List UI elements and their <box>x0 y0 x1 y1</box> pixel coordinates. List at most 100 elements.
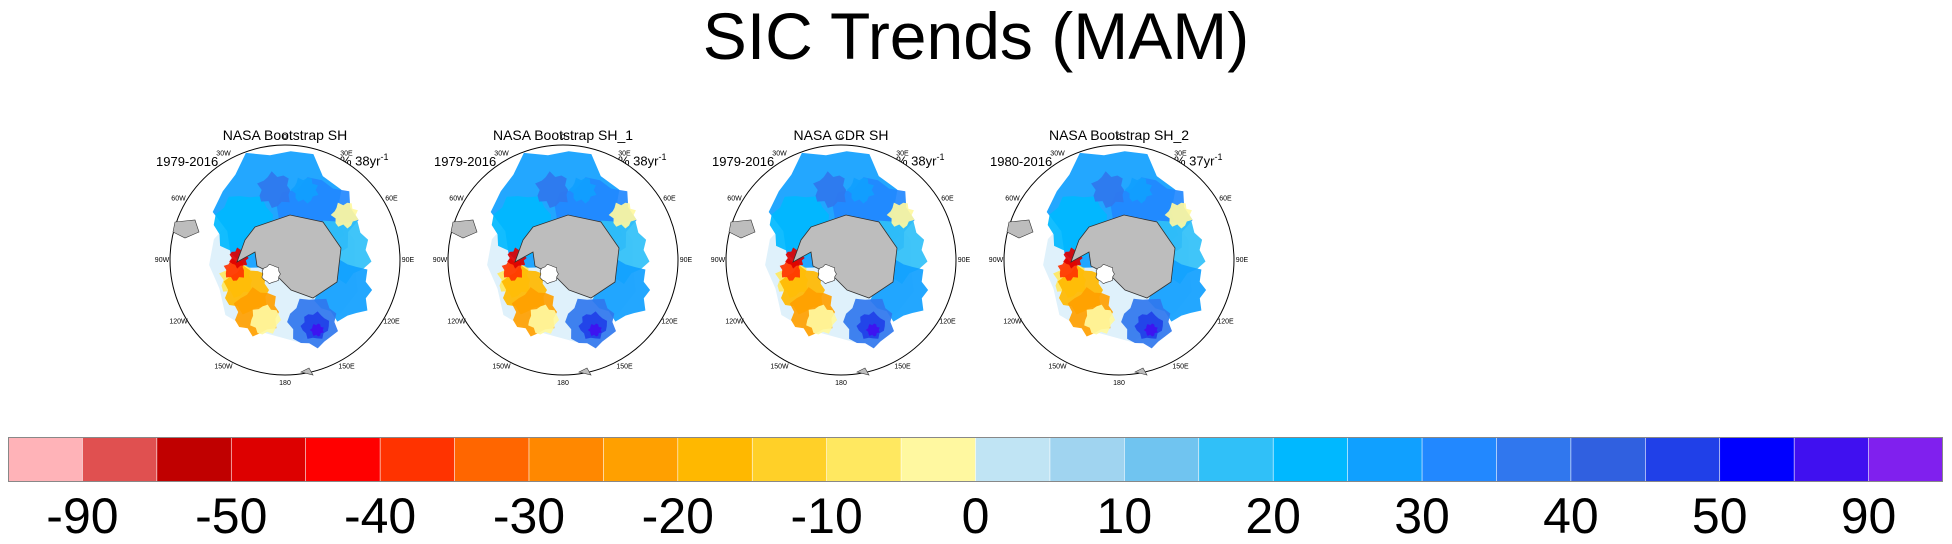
longitude-label: 150E <box>894 364 911 371</box>
trend-patch <box>1164 202 1193 229</box>
colorbar-segment <box>528 437 605 482</box>
ice-shelf <box>261 263 281 285</box>
colorbar-tick-label: 90 <box>1840 488 1897 544</box>
colorbar-tick-label: -40 <box>343 488 417 544</box>
trend-patch <box>608 202 637 229</box>
map-panel: NASA Bootstrap SH_1 1979-2016 % 38yr-1 0… <box>418 125 708 415</box>
longitude-label: 30E <box>896 151 909 158</box>
colorbar-tick-label: -30 <box>492 488 566 544</box>
colorbar-tick-label: -90 <box>46 488 119 544</box>
new-zealand <box>856 367 870 376</box>
trend-patch <box>886 202 915 229</box>
trend-patch <box>1084 304 1116 335</box>
south-america-tip <box>1006 219 1034 239</box>
colorbar-segment <box>1124 437 1200 482</box>
longitude-label: 60E <box>385 196 398 203</box>
colorbar-tick-label: 50 <box>1691 488 1748 544</box>
colorbar-segment <box>156 437 233 482</box>
trend-patch <box>1091 171 1125 208</box>
trend-patch <box>1124 177 1153 204</box>
panel-unit: % 37yr-1 <box>1174 152 1223 169</box>
map-panel: NASA Bootstrap SH_2 1980-2016 % 37yr-1 0… <box>974 125 1264 415</box>
colorbar-tick-label: -10 <box>790 488 863 544</box>
colorbar-tick-label: 40 <box>1543 488 1599 544</box>
south-america-tip <box>728 219 756 239</box>
longitude-label: 0 <box>1117 134 1121 141</box>
longitude-label: 60W <box>1005 196 1020 203</box>
antarctica-landmass <box>1070 214 1176 299</box>
colorbar-segment <box>8 437 84 482</box>
antarctica-landmass <box>236 214 342 299</box>
colorbar-tick-label: -20 <box>641 488 714 544</box>
panel-title: NASA CDR SH <box>793 127 889 143</box>
trend-patch <box>257 171 291 208</box>
longitude-label: 0 <box>561 134 565 141</box>
trend-patch <box>250 304 282 335</box>
longitude-label: 120E <box>939 319 956 326</box>
colorbar-tick-label: 20 <box>1245 488 1301 544</box>
colorbar-tick-label: 10 <box>1096 488 1153 544</box>
longitude-label: 120E <box>661 319 678 326</box>
trend-patch <box>330 202 359 229</box>
colorbar-labels: -90 -50 -40 -30 -20 -10 0 10 20 30 40 50 90 <box>0 488 1952 544</box>
longitude-label: 150W <box>770 364 789 371</box>
longitude-label: 120W <box>169 319 188 326</box>
colorbar-segment <box>1570 437 1647 482</box>
colorbar-segment <box>1421 437 1498 482</box>
colorbar-segment <box>230 437 307 482</box>
panel-period: 1979-2016 <box>156 154 219 169</box>
longitude-label: 60W <box>727 196 742 203</box>
colorbar-segment <box>305 437 381 482</box>
trend-patch <box>568 177 597 204</box>
longitude-label: 150W <box>214 364 233 371</box>
panel-title: NASA Bootstrap SH <box>222 127 348 143</box>
longitude-label: 60E <box>663 196 676 203</box>
ice-shelf <box>539 263 559 285</box>
panel-unit: % 38yr-1 <box>618 152 667 169</box>
longitude-label: 30W <box>216 151 231 158</box>
longitude-label: 150W <box>1048 364 1067 371</box>
colorbar-tick-label: 30 <box>1394 488 1450 544</box>
colorbar-segment <box>1347 437 1423 482</box>
figure-title: SIC Trends (MAM) <box>702 0 1250 73</box>
longitude-label: 90E <box>958 257 971 264</box>
longitude-label: 90E <box>1236 257 1249 264</box>
colorbar-outline <box>8 437 1943 482</box>
trend-patch <box>587 323 602 337</box>
colorbar-segment <box>1496 437 1572 482</box>
longitude-label: 0 <box>283 134 287 141</box>
trend-patch <box>846 177 875 204</box>
trend-patch <box>309 323 324 337</box>
new-zealand <box>1134 367 1148 376</box>
longitude-label: 180 <box>1113 380 1125 387</box>
panel-period: 1979-2016 <box>712 154 775 169</box>
colorbar-segment <box>603 437 679 482</box>
polar-map: 0 30E 60E 90E 120E 150E 180 150W 120W 90W 60W 30W <box>989 134 1249 387</box>
trend-patch <box>290 177 319 204</box>
new-zealand <box>578 367 592 376</box>
trend-patch <box>865 323 880 337</box>
panel-unit: % 38yr-1 <box>896 152 945 169</box>
longitude-label: 120W <box>725 319 744 326</box>
colorbar-segment <box>751 437 828 482</box>
longitude-label: 60E <box>941 196 954 203</box>
longitude-label: 60W <box>171 196 186 203</box>
south-america-tip <box>172 219 200 239</box>
panel-title: NASA Bootstrap SH_1 <box>492 127 634 143</box>
longitude-label: 90W <box>711 257 726 264</box>
panel-unit: % 38yr-1 <box>340 152 389 169</box>
colorbar-segment <box>454 437 530 482</box>
longitude-label: 30W <box>1050 151 1065 158</box>
trend-patch <box>535 171 569 208</box>
longitude-label: 90W <box>155 257 170 264</box>
polar-map: 0 30E 60E 90E 120E 150E 180 150W 120W 90W 60W 30W <box>711 134 971 387</box>
ice-shelf <box>817 263 837 285</box>
longitude-label: 180 <box>557 380 569 387</box>
antarctica-landmass <box>792 214 898 299</box>
colorbar-tick-label: 0 <box>961 488 990 544</box>
colorbar-tick-label: -50 <box>195 488 268 544</box>
longitude-label: 30E <box>1174 151 1187 158</box>
longitude-label: 120E <box>383 319 400 326</box>
longitude-label: 0 <box>839 134 843 141</box>
antarctica-landmass <box>514 214 620 299</box>
